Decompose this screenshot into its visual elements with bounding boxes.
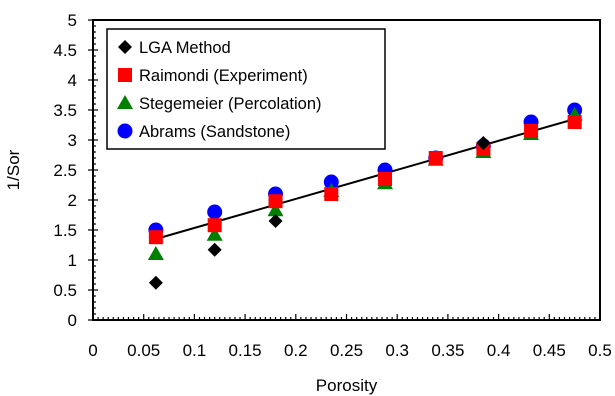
data-point-square: [524, 124, 539, 138]
data-point-square: [324, 187, 339, 201]
x-tick-label: 0.4: [487, 341, 511, 360]
legend-label: Raimondi (Experiment): [139, 67, 308, 85]
legend-label: Stegemeier (Percolation): [139, 95, 322, 113]
data-point-square: [148, 230, 163, 245]
y-axis-title: 1/Sor: [4, 149, 23, 190]
x-axis-title: Porosity: [316, 376, 378, 395]
tick-labels: 0 0.05 0.1 0.15 0.2 0.25 0.3 0.35 0.4 0.45 0.5 0 0.5…: [53, 11, 611, 360]
y-tick-label: 4: [68, 71, 77, 90]
y-tick-label: 0: [68, 311, 77, 330]
y-tick-label: 4.5: [53, 41, 77, 60]
x-tick-label: 0.3: [385, 341, 409, 360]
data-point-square: [268, 194, 283, 209]
x-tick-label: 0.1: [183, 341, 207, 360]
y-tick-label: 3: [68, 131, 77, 150]
y-tick-label: 0.5: [53, 281, 77, 300]
legend-marker-square: [118, 68, 132, 82]
x-tick-label: 0.35: [431, 341, 464, 360]
trendline: [155, 118, 575, 240]
data-point-triangle: [206, 226, 223, 241]
y-tick-label: 2.5: [53, 161, 77, 180]
data-point-square: [428, 151, 443, 165]
plot-frame: [92, 19, 601, 321]
x-tick-label: 0: [88, 341, 97, 360]
data-point-diamond: [207, 242, 222, 257]
y-tick-label: 1: [68, 251, 77, 270]
x-tick-label: 0.45: [533, 341, 566, 360]
x-tick-label: 0.15: [229, 341, 262, 360]
trendline-group: [155, 118, 575, 240]
legend-label: Abrams (Sandstone): [139, 123, 290, 141]
data-point-square: [207, 218, 222, 233]
legend-label: LGA Method: [139, 39, 231, 57]
legend-marker-triangle: [117, 95, 133, 109]
legend-marker-circle: [117, 123, 133, 139]
data-point-circle: [207, 204, 223, 220]
data-points: [147, 102, 583, 290]
y-tick-label: 1.5: [53, 221, 77, 240]
x-tick-label: 0.05: [127, 341, 160, 360]
y-tick-label: 2: [68, 191, 77, 210]
legend-marker-diamond: [118, 40, 132, 54]
data-point-diamond: [268, 214, 283, 228]
x-tick-label: 0.25: [330, 341, 363, 360]
data-point-diamond: [476, 136, 491, 150]
data-point-diamond: [148, 275, 163, 290]
data-point-triangle: [267, 202, 284, 217]
x-tick-label: 0.2: [284, 341, 308, 360]
y-tick-label: 3.5: [53, 101, 77, 120]
data-point-circle: [323, 174, 339, 190]
legend-box: [106, 28, 386, 150]
data-point-square: [567, 115, 582, 129]
legend: LGA Method Raimondi (Experiment) Stegemeie…: [106, 28, 386, 150]
y-tick-label: 5: [68, 11, 77, 30]
data-point-square: [378, 172, 393, 186]
data-point-triangle: [147, 246, 164, 260]
x-tick-label: 0.5: [588, 341, 612, 360]
